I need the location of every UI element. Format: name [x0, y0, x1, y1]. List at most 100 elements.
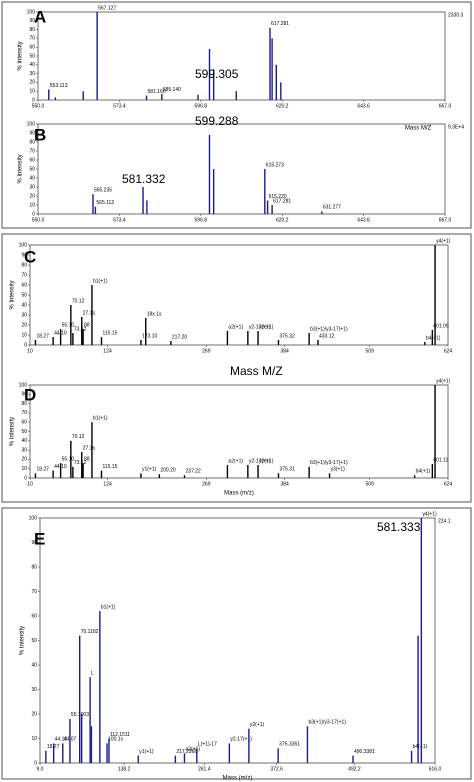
y-tick-label: 50 [31, 638, 37, 644]
y-tick-label: 90 [21, 252, 27, 258]
y-tick-label: 0 [32, 211, 35, 217]
peak-label: 585.140 [163, 87, 181, 93]
panel-letter: B [34, 125, 46, 144]
peak-label: a2(+1) [185, 747, 200, 753]
annotation: Mass M/Z [405, 126, 432, 132]
y-tick-label: 60 [21, 420, 27, 426]
y-tick-label: 10 [29, 202, 35, 208]
x-tick-label: 492.2 [348, 766, 361, 772]
y-tick-label: 100 [19, 382, 28, 388]
y-tick-label: 10 [29, 89, 35, 95]
peak-label: 112.1511 [110, 732, 130, 738]
peak-label: b1(+1) [101, 604, 116, 610]
peak-label: 55.10 [62, 322, 75, 328]
peak-label: 631.277 [323, 205, 341, 211]
y-tick-label: 0 [24, 342, 27, 348]
y-tick-label: 20 [31, 711, 37, 717]
y-tick-label: 10 [31, 736, 37, 742]
x-tick-label: 620.2 [276, 103, 289, 109]
peak-label: y2(+1) [250, 722, 265, 728]
y-tick-label: 80 [29, 139, 35, 145]
peak-label: 490.3381 [354, 749, 375, 755]
peak-label: 73.12 [74, 460, 87, 466]
x-tick-label: 509 [366, 481, 375, 487]
peak-label: y2(+1) [259, 324, 274, 330]
y-tick-label: 90 [29, 130, 35, 136]
x-tick-label: 9.0 [37, 766, 44, 772]
peak-label: b4(+1) [416, 469, 431, 475]
peak-label: y3(+1) [331, 467, 346, 473]
y-tick-label: 30 [21, 312, 27, 318]
peak-label: 617.281 [273, 198, 291, 204]
y-tick-label: 90 [29, 18, 35, 24]
x-tick-label: 616.0 [429, 766, 442, 772]
peak-label: y4(+1) [422, 511, 437, 517]
y-axis-label: % Intensity [18, 41, 24, 70]
frame [1, 233, 472, 503]
peak-label: 433.12 [319, 333, 335, 339]
y-tick-label: 20 [29, 193, 35, 199]
peak-label: 70.12 [72, 434, 85, 440]
y-tick-label: 40 [21, 438, 27, 444]
peak-label: 18x.1s [147, 311, 162, 317]
peak-label: 375.32 [279, 333, 295, 339]
x-tick-label: 667.0 [439, 217, 452, 223]
peak-label: 217.2266 [176, 749, 197, 755]
peak-label: 553.113 [50, 83, 68, 89]
y-tick-label: 30 [29, 71, 35, 77]
y-tick-label: 10 [21, 332, 27, 338]
y-tick-label: 50 [21, 292, 27, 298]
plot-frame [37, 11, 446, 101]
peak-label: 567.127 [98, 5, 116, 11]
y-tick-label: 40 [29, 62, 35, 68]
x-tick-label: 10 [27, 481, 33, 487]
x-tick-label: 624 [444, 481, 453, 487]
peak-label: 217.20 [172, 334, 188, 340]
y-tick-label: 70 [31, 589, 37, 595]
x-tick-label: 384 [280, 481, 289, 487]
y-tick-label: 10 [21, 466, 27, 472]
annotation: 581.333 [377, 520, 421, 534]
peak-label: 200.20 [160, 468, 176, 474]
peak-label: 615.220 [269, 194, 287, 200]
y-tick-label: 20 [21, 322, 27, 328]
y-tick-label: 30 [31, 687, 37, 693]
y-tick-label: 50 [29, 53, 35, 59]
y-tick-label: 0 [24, 475, 27, 481]
y-axis-label: % Intensity [10, 417, 16, 446]
x-tick-label: 384 [280, 348, 289, 354]
x-tick-label: 596.8 [195, 103, 208, 109]
x-tick-label: 643.6 [357, 217, 370, 223]
peak-label: a2(+1) [228, 458, 243, 464]
peak-label: b3(+1)/y3-17(+1) [310, 326, 348, 332]
annotation: 599.288 [195, 114, 239, 128]
peak-label: 27.1s [83, 310, 96, 316]
y-tick-label: 70 [29, 148, 35, 154]
peak-label: y1(+1) [139, 749, 154, 755]
scale-label: 224.1 [438, 518, 451, 524]
y-tick-label: 80 [31, 564, 37, 570]
y-tick-label: 60 [29, 157, 35, 163]
peak-label: L [91, 671, 94, 677]
annotation: 581.332 [122, 172, 166, 186]
peak-label: 565.112 [96, 200, 114, 206]
y-tick-label: 70 [21, 272, 27, 278]
peak-label: 44.10 [55, 737, 68, 743]
peak-label: 601.11 [433, 457, 448, 463]
x-axis-label: Mass (m/z) [224, 491, 254, 497]
x-tick-label: 138.2 [118, 766, 131, 772]
x-tick-label: 124 [103, 481, 112, 487]
peak-label: b1(+1) [93, 278, 108, 284]
y-tick-label: 40 [29, 175, 35, 181]
peak-label: 173.10 [142, 333, 158, 339]
y-axis-label: % Intensity [10, 280, 16, 309]
x-tick-label: 372.6 [270, 766, 283, 772]
peak-label: 88 [84, 322, 90, 328]
peak-label: b3(+1)/y3-17(+1) [308, 720, 346, 726]
peak-label: 55.10 [62, 456, 75, 462]
x-axis-label: Mass (m/z) [223, 776, 253, 782]
y-axis-label: % Intensity [20, 626, 26, 655]
peak-label: y1(+1) [142, 467, 157, 473]
x-tick-label: 624 [444, 348, 453, 354]
y-tick-label: 20 [29, 80, 35, 86]
